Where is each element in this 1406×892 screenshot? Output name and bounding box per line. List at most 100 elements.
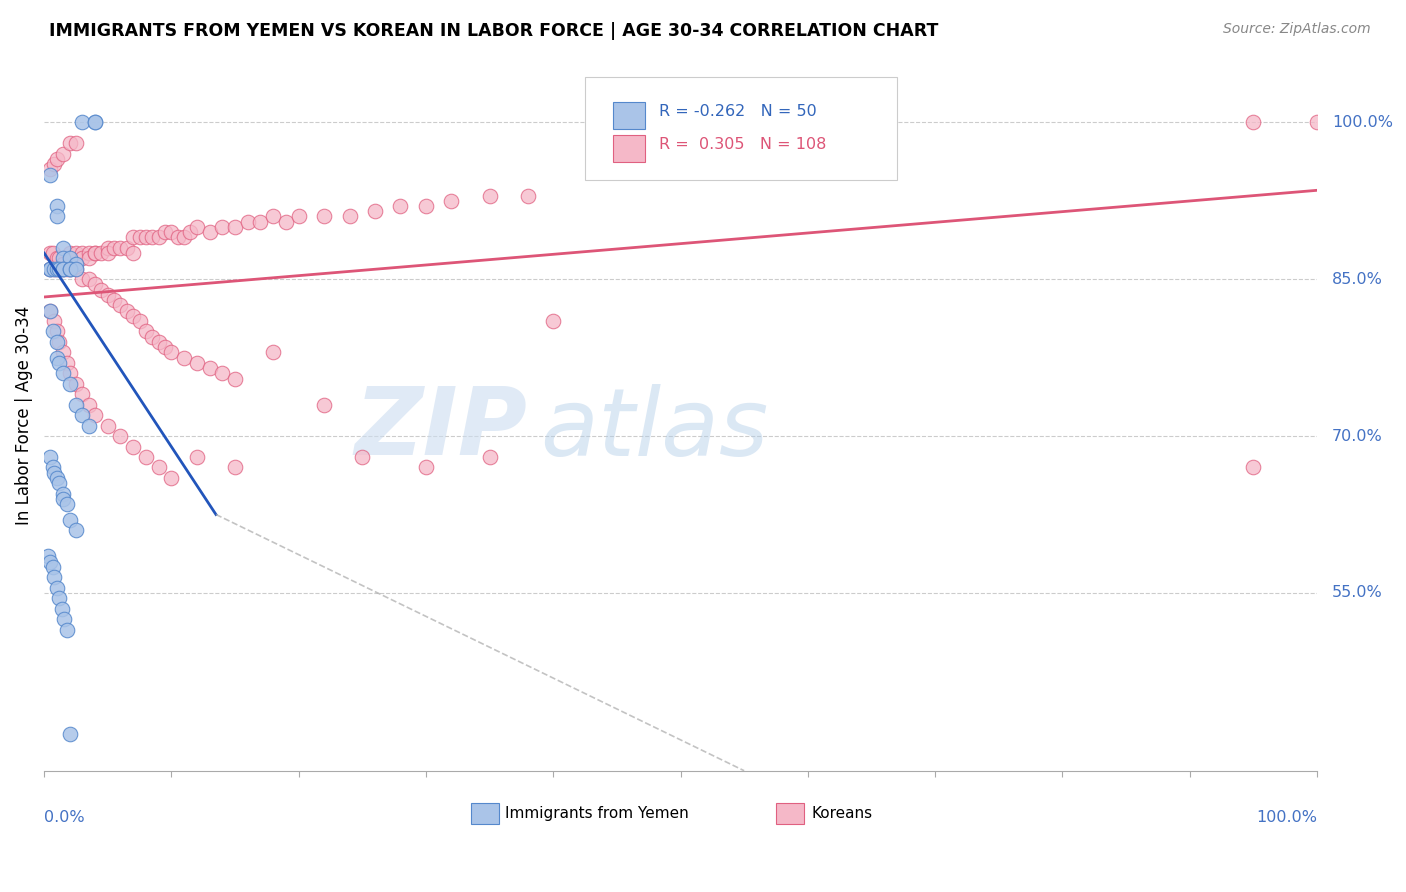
Point: [65, 398, 87, 412]
Text: R = -0.262   N = 50: R = -0.262 N = 50: [659, 104, 817, 119]
FancyBboxPatch shape: [585, 78, 897, 180]
Point: [44, 314, 66, 328]
Point: [39, 168, 62, 182]
Point: [153, 225, 176, 239]
Point: [77, 418, 100, 433]
Point: [51, 601, 73, 615]
Point: [516, 188, 538, 202]
Point: [179, 225, 201, 239]
Point: [56, 497, 79, 511]
Y-axis label: In Labor Force | Age 30-34: In Labor Force | Age 30-34: [15, 306, 32, 524]
Point: [48, 476, 70, 491]
Text: ZIP: ZIP: [354, 384, 527, 475]
Point: [42, 325, 65, 339]
Point: [45, 325, 67, 339]
Point: [42, 559, 65, 574]
Point: [153, 340, 176, 354]
Bar: [776, 803, 804, 824]
Text: 70.0%: 70.0%: [1333, 428, 1384, 443]
Point: [58, 261, 80, 276]
Point: [72, 387, 94, 401]
Point: [52, 367, 75, 381]
Point: [72, 408, 94, 422]
Point: [65, 523, 87, 537]
Point: [160, 471, 183, 485]
Point: [45, 252, 67, 266]
Point: [39, 555, 62, 569]
Point: [160, 225, 183, 239]
Point: [58, 727, 80, 741]
Text: IMMIGRANTS FROM YEMEN VS KOREAN IN LABOR FORCE | AGE 30-34 CORRELATION CHART: IMMIGRANTS FROM YEMEN VS KOREAN IN LABOR…: [49, 22, 939, 40]
Bar: [613, 135, 645, 162]
Point: [56, 261, 79, 276]
Point: [45, 351, 67, 365]
Point: [48, 334, 70, 349]
Point: [77, 252, 100, 266]
Point: [39, 303, 62, 318]
Point: [198, 225, 221, 239]
Point: [135, 450, 157, 464]
Bar: [613, 102, 645, 128]
Text: 100.0%: 100.0%: [1256, 810, 1317, 825]
Point: [72, 115, 94, 129]
Point: [1306, 115, 1329, 129]
Text: Koreans: Koreans: [811, 805, 873, 821]
Point: [224, 460, 246, 475]
Point: [65, 256, 87, 270]
Point: [110, 298, 132, 312]
Point: [173, 351, 195, 365]
Point: [58, 367, 80, 381]
Point: [44, 157, 66, 171]
Point: [135, 230, 157, 244]
Point: [339, 210, 361, 224]
Point: [65, 261, 87, 276]
Text: R =  0.305   N = 108: R = 0.305 N = 108: [659, 137, 827, 153]
Point: [128, 230, 150, 244]
Point: [211, 367, 233, 381]
Point: [160, 345, 183, 359]
Point: [198, 361, 221, 376]
Point: [440, 194, 463, 208]
Point: [148, 230, 170, 244]
Point: [53, 612, 76, 626]
Point: [65, 376, 87, 391]
Point: [166, 230, 188, 244]
Point: [478, 450, 501, 464]
Point: [478, 188, 501, 202]
Point: [84, 115, 107, 129]
Point: [58, 513, 80, 527]
Point: [58, 376, 80, 391]
Point: [39, 162, 62, 177]
Point: [186, 219, 208, 234]
Point: [39, 246, 62, 260]
Point: [48, 591, 70, 606]
Point: [236, 215, 259, 229]
Point: [115, 241, 138, 255]
Point: [58, 252, 80, 266]
Point: [1241, 460, 1264, 475]
Point: [42, 460, 65, 475]
Point: [415, 199, 437, 213]
Point: [39, 261, 62, 276]
Point: [48, 252, 70, 266]
Point: [45, 581, 67, 595]
Point: [65, 136, 87, 151]
Point: [45, 261, 67, 276]
Point: [39, 261, 62, 276]
Point: [56, 356, 79, 370]
Point: [77, 272, 100, 286]
Point: [58, 261, 80, 276]
Point: [72, 246, 94, 260]
Point: [103, 293, 125, 307]
Point: [44, 261, 66, 276]
Point: [48, 261, 70, 276]
Point: [224, 371, 246, 385]
Point: [52, 146, 75, 161]
Point: [65, 246, 87, 260]
Point: [262, 210, 284, 224]
Point: [224, 219, 246, 234]
Point: [173, 230, 195, 244]
Point: [97, 288, 120, 302]
Point: [52, 345, 75, 359]
Point: [186, 450, 208, 464]
